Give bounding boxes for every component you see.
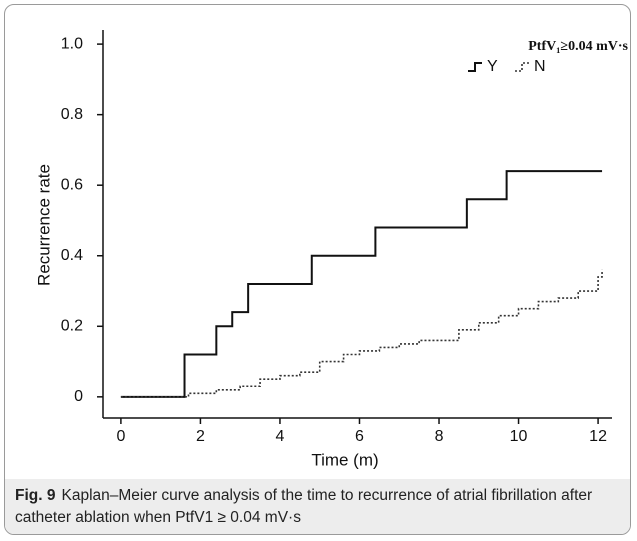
legend-title: PtfV₁≥0.04 mV·s [528,39,628,54]
legend-label: N [534,58,546,75]
x-tick-label: 12 [589,428,607,445]
y-tick-label: 0.6 [61,176,83,193]
y-axis-title: Recurrence rate [34,164,53,286]
x-tick-label: 8 [435,428,444,445]
legend-label: Y [487,58,498,75]
y-tick-label: 0.4 [61,247,83,264]
x-tick-label: 0 [116,428,125,445]
caption: Kaplan–Meier curve analysis of the time … [15,487,593,526]
legend-swatch [515,62,529,72]
y-tick-label: 1.0 [61,35,83,52]
figure: Fig. 9 Kaplan–Meier curve analysis of the… [4,4,631,535]
y-tick-label: 0.8 [61,106,83,123]
chart: Time (m) Recurrence rate PtfV₁≥0.04 mV·s… [34,30,629,469]
y-tick-label: 0.2 [61,318,83,335]
x-tick-label: 2 [196,428,205,445]
x-tick-label: 4 [276,428,285,445]
y-tick-label: 0 [74,388,83,405]
caption-label: Fig. 9 [15,487,56,504]
legend-swatch [468,62,482,72]
x-tick-label: 10 [510,428,528,445]
line-series [120,269,603,398]
line-series [120,170,603,398]
x-tick-label: 6 [355,428,364,445]
x-axis-title: Time (m) [311,450,378,469]
caption-box: Fig. 9 Kaplan–Meier curve analysis of the… [5,479,630,534]
